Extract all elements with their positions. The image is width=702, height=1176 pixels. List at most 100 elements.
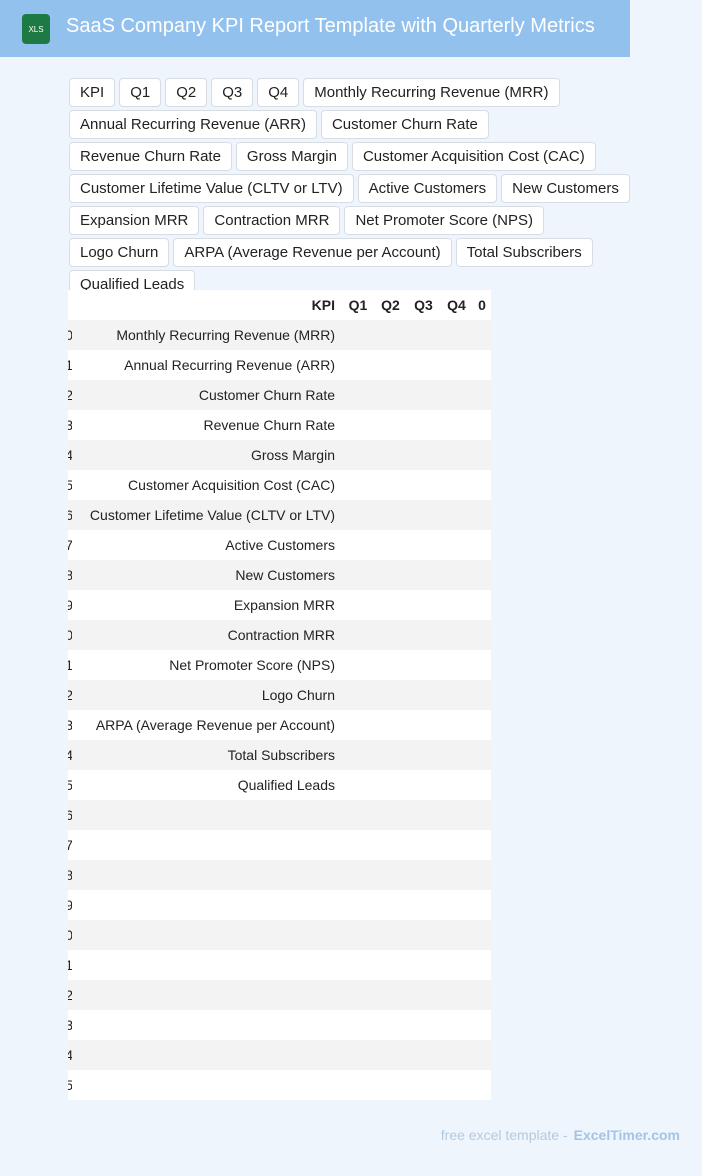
row-index: 3 — [68, 417, 72, 433]
value-cell — [473, 920, 491, 950]
row-index: 6 — [68, 507, 72, 523]
value-cell — [473, 860, 491, 890]
value-cell — [440, 980, 473, 1010]
value-cell — [407, 560, 440, 590]
value-cell — [374, 680, 407, 710]
value-cell — [374, 1040, 407, 1070]
kpi-cell — [72, 800, 342, 830]
tag-button[interactable]: Contraction MRR — [203, 206, 341, 235]
kpi-cell — [72, 830, 342, 860]
value-cell — [374, 710, 407, 740]
column-header: Q2 — [374, 290, 407, 320]
value-cell — [342, 770, 374, 800]
value-cell — [407, 650, 440, 680]
value-cell — [440, 380, 473, 410]
value-cell — [407, 770, 440, 800]
value-cell — [342, 470, 374, 500]
kpi-cell — [72, 1070, 342, 1100]
table-row: 0 Monthly Recurring Revenue (MRR) — [68, 320, 491, 350]
value-cell — [473, 890, 491, 920]
tag-button[interactable]: Customer Lifetime Value (CLTV or LTV) — [69, 174, 354, 203]
table-row: 18 — [68, 860, 491, 890]
tag-button[interactable]: Net Promoter Score (NPS) — [344, 206, 544, 235]
row-index-cell: 10 — [68, 620, 72, 650]
value-cell — [342, 980, 374, 1010]
value-cell — [342, 620, 374, 650]
table-row: 9 Expansion MRR — [68, 590, 491, 620]
row-index-cell: 2 — [68, 380, 72, 410]
tag-button[interactable]: Annual Recurring Revenue (ARR) — [69, 110, 317, 139]
value-cell — [473, 380, 491, 410]
value-cell — [473, 440, 491, 470]
kpi-cell: Gross Margin — [72, 440, 342, 470]
table-row: 13ARPA (Average Revenue per Account) — [68, 710, 491, 740]
row-index: 10 — [68, 627, 72, 643]
value-cell — [407, 530, 440, 560]
tag-button[interactable]: Q2 — [165, 78, 208, 107]
value-cell — [473, 500, 491, 530]
value-cell — [342, 1040, 374, 1070]
kpi-cell: Expansion MRR — [72, 590, 342, 620]
footer-text: free excel template - — [440, 1127, 568, 1143]
value-cell — [374, 890, 407, 920]
tag-button[interactable]: Logo Churn — [69, 238, 170, 267]
tag-button[interactable]: ARPA (Average Revenue per Account) — [173, 238, 452, 267]
value-cell — [440, 1070, 473, 1100]
kpi-cell — [72, 860, 342, 890]
value-cell — [440, 500, 473, 530]
tag-button[interactable]: Monthly Recurring Revenue (MRR) — [303, 78, 560, 107]
row-index: 8 — [68, 567, 72, 583]
table-row: 16 — [68, 800, 491, 830]
row-index-cell: 8 — [68, 560, 72, 590]
value-cell — [440, 530, 473, 560]
tag-button[interactable]: New Customers — [501, 174, 630, 203]
row-index-cell: 18 — [68, 860, 72, 890]
tag-button[interactable]: Revenue Churn Rate — [69, 142, 232, 171]
tag-button[interactable]: Customer Acquisition Cost (CAC) — [351, 142, 596, 171]
value-cell — [407, 950, 440, 980]
value-cell — [407, 740, 440, 770]
value-cell — [374, 440, 407, 470]
row-index-cell: 7 — [68, 530, 72, 560]
tag-button[interactable]: Total Subscribers — [455, 238, 593, 267]
value-cell — [407, 920, 440, 950]
value-cell — [342, 350, 374, 380]
row-index: 11 — [68, 657, 72, 673]
value-cell — [407, 1010, 440, 1040]
tag-button[interactable]: KPI — [69, 78, 116, 107]
tag-button[interactable]: Q3 — [211, 78, 254, 107]
value-cell — [473, 1010, 491, 1040]
value-cell — [374, 380, 407, 410]
value-cell — [374, 830, 407, 860]
value-cell — [374, 1010, 407, 1040]
value-cell — [407, 410, 440, 440]
kpi-cell: Customer Churn Rate — [72, 380, 342, 410]
tag-button[interactable]: Expansion MRR — [69, 206, 200, 235]
tag-button[interactable]: Q4 — [257, 78, 300, 107]
value-cell — [473, 530, 491, 560]
table-row: 25 — [68, 1070, 491, 1100]
table-row: 10Contraction MRR — [68, 620, 491, 650]
tag-button[interactable]: Gross Margin — [235, 142, 348, 171]
tag-button[interactable]: Customer Churn Rate — [320, 110, 489, 139]
row-index: 5 — [68, 477, 72, 493]
value-cell — [342, 800, 374, 830]
row-index-cell: 11 — [68, 650, 72, 680]
row-index-cell: 6 — [68, 500, 72, 530]
value-cell — [473, 590, 491, 620]
kpi-table: KPI Q1 Q2 Q3 Q4 0 0 Monthly Recurring Revenue … — [68, 290, 491, 1100]
table-row: 2 Customer Churn Rate — [68, 380, 491, 410]
footer-link[interactable]: ExcelTimer.com — [573, 1127, 680, 1143]
row-index: 18 — [68, 867, 72, 883]
row-index-cell: 1 — [68, 350, 72, 380]
kpi-cell: Net Promoter Score (NPS) — [72, 650, 342, 680]
kpi-cell: Total Subscribers — [72, 740, 342, 770]
tag-button[interactable]: Q1 — [119, 78, 162, 107]
row-index-cell: 20 — [68, 920, 72, 950]
kpi-cell: Customer Lifetime Value (CLTV or LTV) — [72, 500, 342, 530]
value-cell — [374, 770, 407, 800]
value-cell — [342, 320, 374, 350]
tag-button[interactable]: Active Customers — [357, 174, 498, 203]
value-cell — [440, 320, 473, 350]
